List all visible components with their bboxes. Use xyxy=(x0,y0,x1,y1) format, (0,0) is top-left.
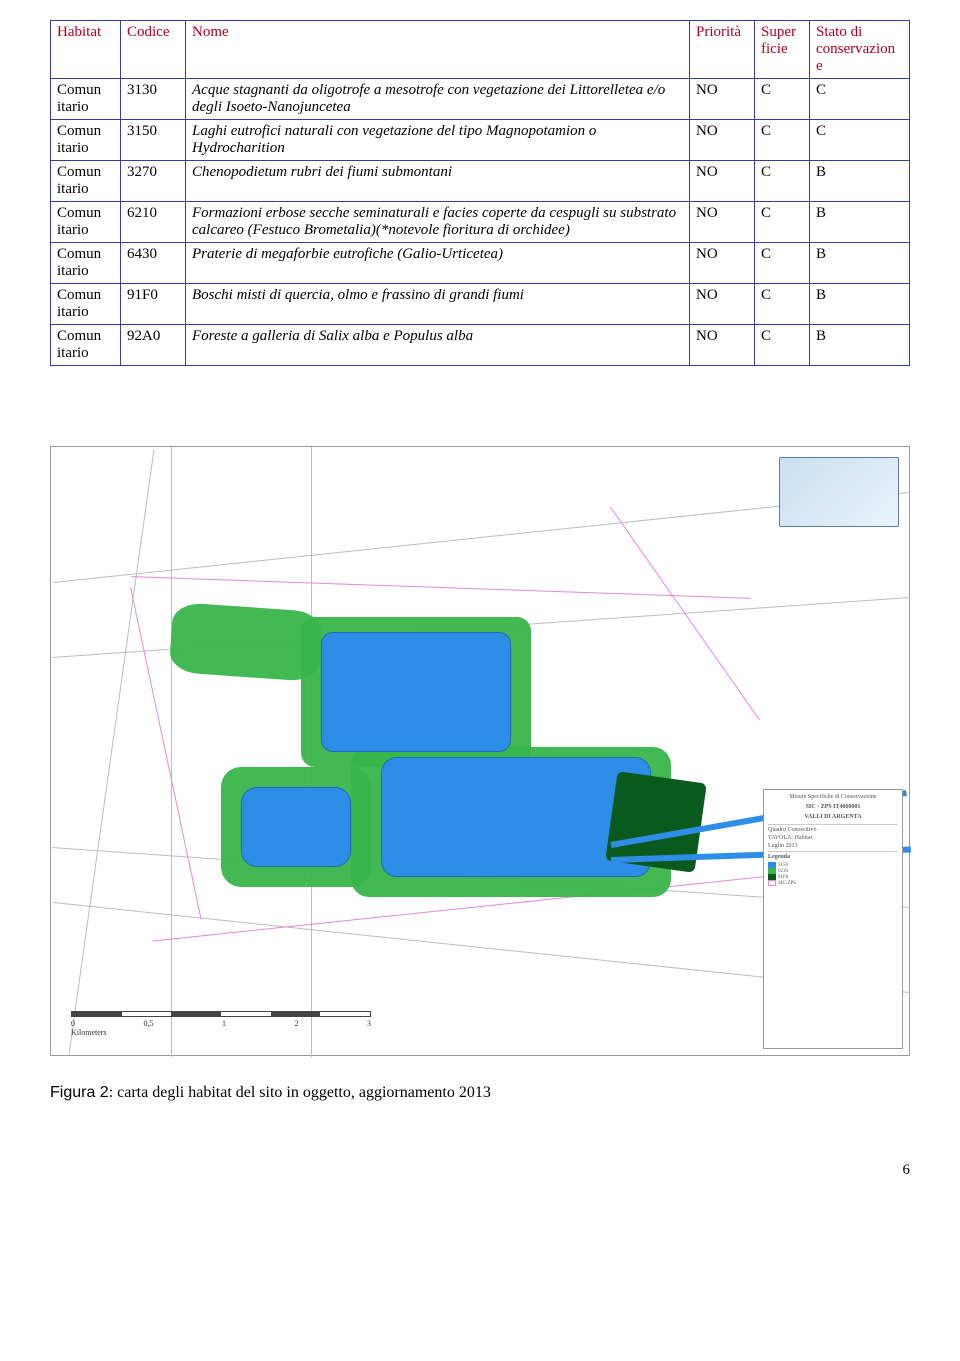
figure-caption-text: : carta degli habitat del sito in oggett… xyxy=(109,1084,491,1101)
cell-nome: Foreste a galleria di Salix alba e Popul… xyxy=(186,325,690,366)
cell-habitat: Comun itario xyxy=(51,202,121,243)
cell-pri: NO xyxy=(690,243,755,284)
boundary-line xyxy=(131,576,751,599)
cell-codice: 3270 xyxy=(121,161,186,202)
scalebar: 0 0,5 1 2 3 Kilometers xyxy=(71,1011,371,1035)
habitat-table: Habitat Codice Nome Priorità Super ficie… xyxy=(50,20,910,366)
th-codice: Codice xyxy=(121,21,186,79)
cell-stato: C xyxy=(810,120,910,161)
field-line xyxy=(171,447,172,1057)
cell-nome: Boschi misti di quercia, olmo e frassino… xyxy=(186,284,690,325)
locator-inset xyxy=(779,457,899,527)
cell-nome: Chenopodietum rubri dei fiumi submontani xyxy=(186,161,690,202)
table-row: Comun itario6430Praterie di megaforbie e… xyxy=(51,243,910,284)
cell-stato: B xyxy=(810,243,910,284)
cell-nome: Formazioni erbose secche seminaturali e … xyxy=(186,202,690,243)
cell-habitat: Comun itario xyxy=(51,79,121,120)
th-superficie: Super ficie xyxy=(755,21,810,79)
legend-title: Legenda xyxy=(768,854,898,860)
th-nome: Nome xyxy=(186,21,690,79)
figure-caption: Figura 2: carta degli habitat del sito i… xyxy=(50,1084,910,1102)
table-row: Comun itario3270Chenopodietum rubri dei … xyxy=(51,161,910,202)
cell-pri: NO xyxy=(690,284,755,325)
infobox-tavola: TAVOLA: Habitat xyxy=(768,835,898,841)
cell-codice: 6210 xyxy=(121,202,186,243)
infobox-title: Misure Specifiche di Conservazione xyxy=(768,794,898,800)
scalebar-labels: 0 0,5 1 2 3 xyxy=(71,1019,371,1028)
cell-pri: NO xyxy=(690,120,755,161)
infobox-date: Luglio 2013 xyxy=(768,843,898,849)
cell-pri: NO xyxy=(690,79,755,120)
cell-codice: 92A0 xyxy=(121,325,186,366)
scalebar-tick: 0,5 xyxy=(144,1019,154,1028)
scalebar-unit: Kilometers xyxy=(71,1028,371,1037)
figure-label: Figura 2 xyxy=(50,1084,109,1101)
table-body: Comun itario3130Acque stagnanti da oligo… xyxy=(51,79,910,366)
cell-nome: Praterie di megaforbie eutrofiche (Galio… xyxy=(186,243,690,284)
cell-codice: 3130 xyxy=(121,79,186,120)
table-row: Comun itario91F0Boschi misti di quercia,… xyxy=(51,284,910,325)
page-number: 6 xyxy=(50,1162,910,1179)
cell-stato: B xyxy=(810,325,910,366)
table-header: Habitat Codice Nome Priorità Super ficie… xyxy=(51,21,910,79)
infobox-sitename: VALLI DI ARGENTA xyxy=(768,814,898,820)
cell-stato: B xyxy=(810,202,910,243)
map-info-box: Misure Specifiche di Conservazione SIC -… xyxy=(763,789,903,1049)
cell-sup: C xyxy=(755,284,810,325)
cell-pri: NO xyxy=(690,325,755,366)
cell-habitat: Comun itario xyxy=(51,120,121,161)
cell-sup: C xyxy=(755,243,810,284)
cell-sup: C xyxy=(755,161,810,202)
map-frame: 0 0,5 1 2 3 Kilometers Misure Specifiche… xyxy=(50,446,910,1056)
cell-sup: C xyxy=(755,202,810,243)
scalebar-tick: 1 xyxy=(222,1019,226,1028)
cell-stato: B xyxy=(810,161,910,202)
cell-habitat: Comun itario xyxy=(51,243,121,284)
cell-codice: 91F0 xyxy=(121,284,186,325)
cell-codice: 3150 xyxy=(121,120,186,161)
th-priorita: Priorità xyxy=(690,21,755,79)
figure-map: 0 0,5 1 2 3 Kilometers Misure Specifiche… xyxy=(50,446,910,1102)
lake-west xyxy=(241,787,351,867)
th-habitat: Habitat xyxy=(51,21,121,79)
scalebar-bar xyxy=(71,1011,371,1017)
table-row: Comun itario92A0Foreste a galleria di Sa… xyxy=(51,325,910,366)
table-row: Comun itario3150Laghi eutrofici naturali… xyxy=(51,120,910,161)
cell-sup: C xyxy=(755,79,810,120)
lake-north xyxy=(321,632,511,752)
legend-item: SIC-ZPS xyxy=(768,880,898,886)
infobox-section: Quadro Conoscitivo xyxy=(768,827,898,833)
field-line xyxy=(69,450,155,1054)
cell-habitat: Comun itario xyxy=(51,161,121,202)
boundary-line xyxy=(610,507,760,721)
wetland-strip xyxy=(169,602,324,682)
cell-sup: C xyxy=(755,120,810,161)
infobox-sitecode: SIC - ZPS IT4060001 xyxy=(768,804,898,810)
cell-habitat: Comun itario xyxy=(51,325,121,366)
cell-nome: Laghi eutrofici naturali con vegetazione… xyxy=(186,120,690,161)
table-row: Comun itario3130Acque stagnanti da oligo… xyxy=(51,79,910,120)
th-stato: Stato di conservazion e xyxy=(810,21,910,79)
cell-nome: Acque stagnanti da oligotrofe a mesotrof… xyxy=(186,79,690,120)
cell-sup: C xyxy=(755,325,810,366)
cell-stato: C xyxy=(810,79,910,120)
scalebar-tick: 3 xyxy=(367,1019,371,1028)
cell-codice: 6430 xyxy=(121,243,186,284)
cell-pri: NO xyxy=(690,161,755,202)
cell-habitat: Comun itario xyxy=(51,284,121,325)
scalebar-tick: 2 xyxy=(295,1019,299,1028)
cell-stato: B xyxy=(810,284,910,325)
table-row: Comun itario6210Formazioni erbose secche… xyxy=(51,202,910,243)
scalebar-tick: 0 xyxy=(71,1019,75,1028)
cell-pri: NO xyxy=(690,202,755,243)
